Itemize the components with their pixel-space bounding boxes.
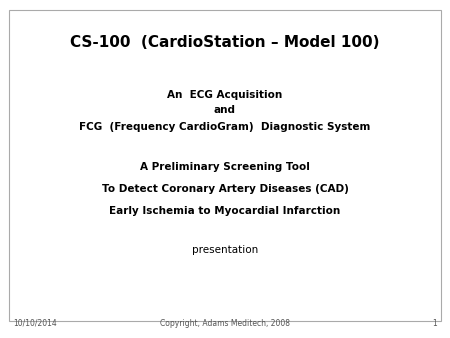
- Text: A Preliminary Screening Tool: A Preliminary Screening Tool: [140, 162, 310, 172]
- Text: and: and: [214, 105, 236, 115]
- Text: To Detect Coronary Artery Diseases (CAD): To Detect Coronary Artery Diseases (CAD): [102, 184, 348, 194]
- Text: Early Ischemia to Myocardial Infarction: Early Ischemia to Myocardial Infarction: [109, 206, 341, 216]
- Text: Copyright, Adams Meditech, 2008: Copyright, Adams Meditech, 2008: [160, 319, 290, 328]
- Text: 1: 1: [432, 319, 436, 328]
- Text: 10/10/2014: 10/10/2014: [14, 319, 57, 328]
- Text: presentation: presentation: [192, 245, 258, 255]
- Text: CS-100  (CardioStation – Model 100): CS-100 (CardioStation – Model 100): [70, 35, 380, 50]
- Text: FCG  (Frequency CardioGram)  Diagnostic System: FCG (Frequency CardioGram) Diagnostic Sy…: [79, 122, 371, 132]
- Text: An  ECG Acquisition: An ECG Acquisition: [167, 90, 283, 100]
